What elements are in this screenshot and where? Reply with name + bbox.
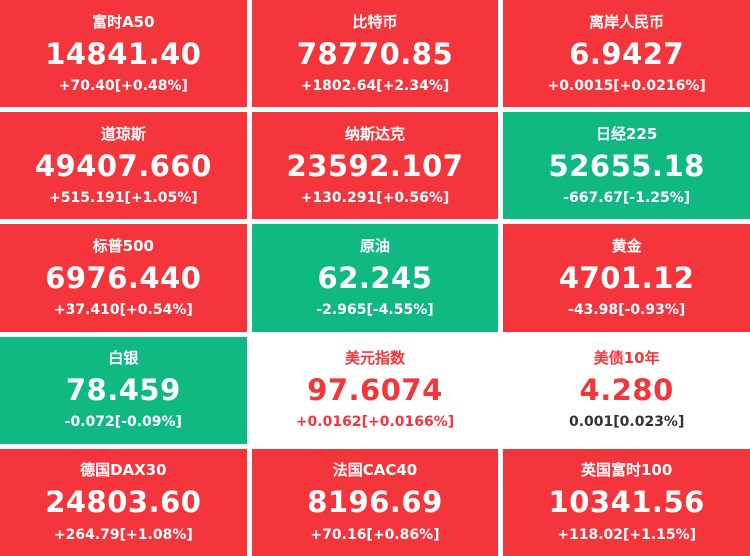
market-tile[interactable]: 英国富时100 10341.56 +118.02[+1.15%] (503, 448, 750, 556)
market-change: -0.072[-0.09%] (64, 414, 182, 431)
market-change: +70.40[+0.48%] (58, 77, 188, 94)
market-name: 标普500 (92, 236, 154, 255)
market-price: 4.280 (579, 373, 674, 408)
market-name: 法国CAC40 (332, 461, 418, 480)
market-change: +264.79[+1.08%] (53, 526, 193, 543)
market-name: 美元指数 (344, 349, 405, 368)
market-tile[interactable]: 纳斯达克 23592.107 +130.291[+0.56%] (251, 112, 499, 220)
market-change: -43.98[-0.93%] (568, 302, 686, 319)
market-change: +1802.64[+2.34%] (300, 77, 450, 94)
market-price: 49407.660 (34, 148, 212, 183)
market-tile[interactable]: 黄金 4701.12 -43.98[-0.93%] (503, 224, 750, 332)
market-change: 0.001[0.023%] (568, 414, 685, 431)
market-name: 美债10年 (593, 349, 660, 368)
market-tile[interactable]: 德国DAX30 24803.60 +264.79[+1.08%] (0, 448, 247, 556)
market-name: 德国DAX30 (80, 461, 167, 480)
market-tile[interactable]: 美元指数 97.6074 +0.0162[+0.0166%] (251, 336, 499, 444)
market-change: +0.0015[+0.0216%] (547, 77, 706, 94)
market-tile[interactable]: 标普500 6976.440 +37.410[+0.54%] (0, 224, 247, 332)
market-change: +70.16[+0.86%] (310, 526, 440, 543)
market-tile[interactable]: 白银 78.459 -0.072[-0.09%] (0, 336, 247, 444)
market-change: +0.0162[+0.0166%] (295, 414, 455, 431)
market-price: 6.9427 (569, 36, 685, 71)
market-tile[interactable]: 美债10年 4.280 0.001[0.023%] (503, 336, 750, 444)
market-price: 97.6074 (307, 373, 443, 408)
market-price: 8196.69 (307, 485, 443, 520)
market-price: 24803.60 (45, 485, 202, 520)
market-name: 英国富时100 (581, 461, 673, 480)
market-name: 原油 (359, 236, 390, 255)
market-price: 4701.12 (558, 260, 695, 295)
market-change: +130.291[+0.56%] (300, 190, 450, 207)
market-tile[interactable]: 原油 62.245 -2.965[-4.55%] (251, 224, 499, 332)
market-name: 离岸人民币 (589, 12, 665, 31)
market-price: 10341.56 (548, 485, 705, 520)
market-name: 日经225 (596, 124, 658, 143)
market-price: 62.245 (317, 260, 433, 295)
market-price: 78770.85 (296, 36, 454, 71)
market-name: 黄金 (611, 236, 642, 255)
market-name: 道琼斯 (100, 124, 146, 143)
market-change: +515.191[+1.05%] (49, 190, 198, 207)
market-price: 23592.107 (286, 148, 464, 183)
market-name: 富时A50 (92, 12, 155, 31)
market-price: 52655.18 (548, 148, 705, 183)
market-name: 比特币 (352, 12, 398, 31)
market-tile[interactable]: 比特币 78770.85 +1802.64[+2.34%] (251, 0, 499, 108)
market-name: 白银 (108, 349, 139, 368)
market-price: 14841.40 (45, 36, 202, 71)
market-change: -2.965[-4.55%] (316, 302, 434, 319)
market-tile[interactable]: 离岸人民币 6.9427 +0.0015[+0.0216%] (503, 0, 750, 108)
market-tile[interactable]: 日经225 52655.18 -667.67[-1.25%] (503, 112, 750, 220)
market-name: 纳斯达克 (344, 124, 405, 143)
market-tile[interactable]: 法国CAC40 8196.69 +70.16[+0.86%] (251, 448, 499, 556)
market-price: 6976.440 (45, 260, 202, 295)
market-change: +37.410[+0.54%] (53, 302, 193, 319)
market-price: 78.459 (65, 373, 181, 408)
market-tile[interactable]: 道琼斯 49407.660 +515.191[+1.05%] (0, 112, 247, 220)
market-change: +118.02[+1.15%] (557, 526, 697, 543)
market-change: -667.67[-1.25%] (563, 190, 691, 207)
market-tile[interactable]: 富时A50 14841.40 +70.40[+0.48%] (0, 0, 247, 108)
